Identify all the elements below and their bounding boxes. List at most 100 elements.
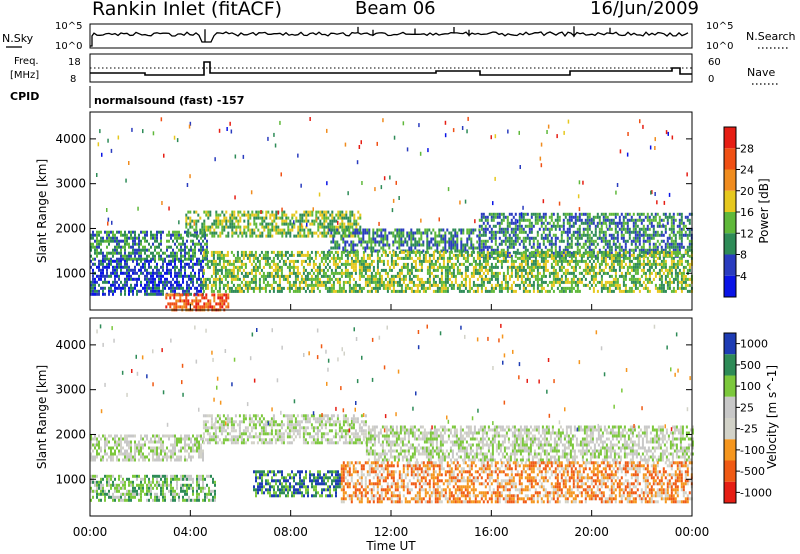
power-echo-cell — [134, 239, 136, 243]
power-echo-cell — [514, 239, 517, 243]
power-echo-cell — [568, 262, 571, 266]
power-echo-cell — [558, 253, 561, 257]
power-echo-cell — [588, 242, 591, 246]
power-echo-cell — [608, 254, 611, 258]
power-echo-cell — [468, 262, 471, 266]
power-echo-cell — [616, 262, 619, 266]
power-echo-cell — [209, 213, 212, 217]
power-echo-cell — [666, 242, 669, 246]
power-echo-cell — [428, 246, 431, 250]
power-echo-cell — [196, 259, 198, 263]
power-echo-cell — [304, 274, 307, 278]
power-echo-cell — [160, 271, 162, 275]
power-echo-cell — [584, 221, 587, 225]
power-echo-cell — [446, 271, 449, 275]
power-echo-cell — [688, 283, 691, 287]
power-echo-cell — [480, 286, 483, 290]
power-echo-cell — [514, 271, 517, 275]
power-echo-cell — [390, 283, 393, 287]
power-echo-cell — [352, 250, 355, 254]
power-echo-cell — [116, 259, 118, 263]
power-echo-cell — [186, 230, 188, 234]
nsky-trace — [90, 26, 689, 47]
power-echo-cell — [331, 213, 334, 217]
power-echo-cell — [271, 225, 274, 229]
power-echo-cell — [556, 286, 559, 290]
power-echo-cell — [320, 268, 323, 272]
power-scatter-cell — [654, 192, 656, 196]
power-echo-cell — [355, 222, 358, 226]
power-echo-cell — [540, 256, 543, 260]
power-echo-cell — [285, 222, 288, 226]
power-echo-cell — [152, 242, 154, 246]
power-echo-cell — [214, 280, 217, 284]
power-echo-cell — [490, 253, 493, 257]
power-echo-cell — [494, 271, 497, 275]
power-echo-cell — [534, 262, 537, 266]
power-echo-cell — [452, 243, 455, 247]
power-echo-cell — [98, 265, 100, 269]
power-echo-cell — [422, 249, 425, 253]
power-echo-cell — [98, 230, 100, 234]
power-echo-cell — [242, 250, 245, 254]
power-echo-cell — [216, 253, 219, 257]
power-echo-cell — [494, 248, 497, 252]
power-echo-cell — [636, 256, 639, 260]
power-echo-cell — [265, 216, 268, 220]
power-echo-cell — [450, 231, 453, 235]
power-echo-cell — [300, 286, 303, 290]
power-scatter-cell — [226, 127, 228, 131]
power-echo-cell — [636, 224, 639, 228]
power-echo-cell — [678, 233, 681, 237]
power-echo-cell — [114, 265, 116, 269]
power-echo-cell — [430, 265, 433, 269]
power-echo-cell — [676, 250, 679, 254]
power-echo-cell — [416, 256, 419, 260]
power-echo-cell — [186, 283, 188, 287]
power-echo-cell — [178, 233, 180, 237]
power-echo-cell — [352, 277, 355, 281]
power-echo-cell — [144, 262, 146, 266]
power-echo-cell — [634, 242, 637, 246]
power-echo-cell — [472, 268, 475, 272]
power-echo-cell — [664, 230, 667, 234]
power-echo-cell — [614, 215, 617, 219]
power-echo-cell — [484, 242, 487, 246]
power-echo-cell — [120, 257, 122, 261]
power-echo-cell — [500, 265, 503, 269]
power-echo-cell — [368, 268, 371, 272]
power-echo-cell — [552, 256, 555, 260]
power-echo-cell — [234, 286, 237, 290]
power-echo-cell — [156, 268, 158, 272]
power-echo-cell — [140, 265, 142, 269]
power-echo-cell — [134, 283, 136, 287]
power-echo-cell — [299, 222, 302, 226]
power-echo-cell — [138, 245, 140, 249]
power-echo-cell — [638, 236, 641, 240]
power-echo-cell — [160, 230, 162, 234]
power-echo-cell — [188, 277, 190, 281]
power-echo-cell — [462, 256, 465, 260]
power-echo-cell — [185, 216, 188, 220]
power-echo-cell — [626, 227, 629, 231]
power-echo-cell — [520, 230, 523, 234]
power-echo-cell — [654, 245, 657, 249]
power-echo-cell — [550, 283, 553, 287]
power-echo-cell — [314, 268, 317, 272]
power-echo-cell — [602, 212, 605, 216]
power-echo-cell — [652, 256, 655, 260]
power-echo-cell — [170, 236, 172, 240]
power-echo-cell — [158, 280, 160, 284]
power-echo-cell — [566, 218, 569, 222]
power-echo-cell — [490, 239, 493, 243]
power-echo-cell — [664, 280, 667, 284]
power-echo-cell — [680, 212, 683, 216]
power-echo-cell — [173, 293, 176, 297]
power-echo-cell — [230, 250, 233, 254]
power-echo-cell — [406, 240, 409, 244]
power-echo-cell — [120, 245, 122, 249]
power-echo-cell — [175, 293, 178, 297]
power-echo-cell — [444, 286, 447, 290]
power-echo-cell — [213, 228, 216, 232]
power-echo-cell — [124, 286, 126, 290]
